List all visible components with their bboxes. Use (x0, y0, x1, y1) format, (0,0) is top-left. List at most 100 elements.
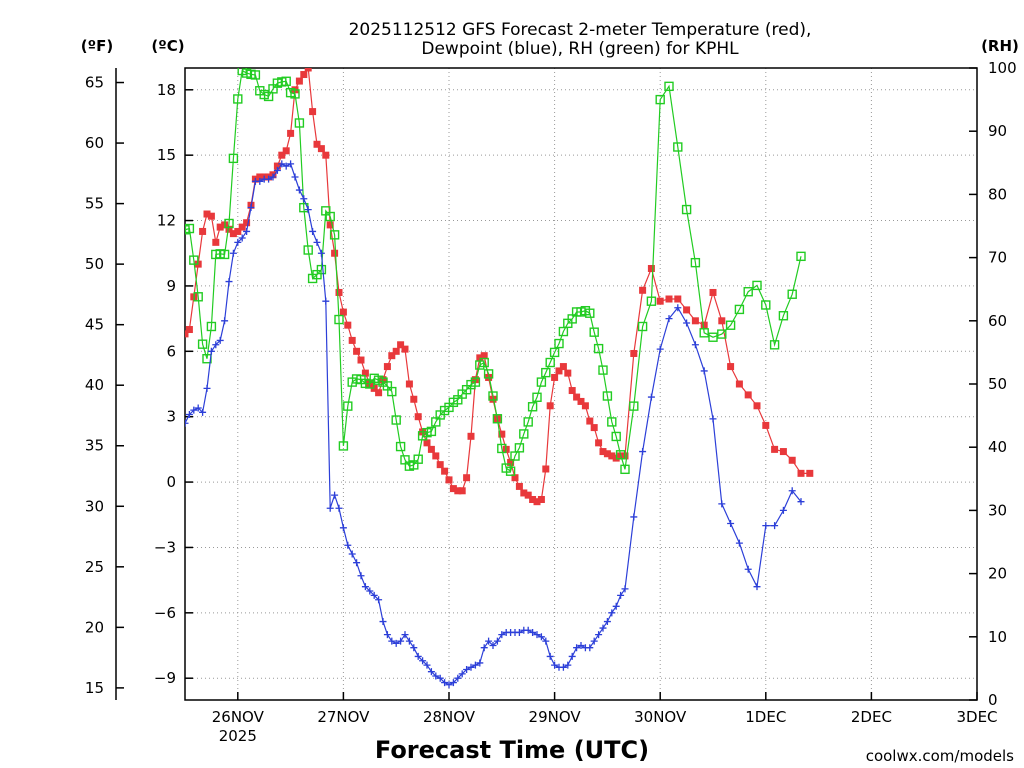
rh-point (185, 223, 195, 234)
dewpoint-point (551, 661, 559, 669)
dewpoint-point (735, 539, 743, 547)
temperature-point (458, 487, 466, 495)
rh-point (637, 321, 648, 332)
temperature-point (397, 341, 405, 349)
dewpoint-point (577, 642, 585, 650)
rh-point (796, 251, 806, 262)
dewpoint-point (278, 160, 286, 168)
dewpoint-point (471, 661, 479, 669)
rh-point (629, 401, 639, 411)
dewpoint-point (401, 631, 409, 639)
temperature-point (665, 295, 673, 303)
dewpoint-point (709, 415, 717, 423)
rh-point (303, 245, 313, 255)
temperature-point (762, 421, 770, 429)
temperature-point (639, 286, 647, 294)
x-axis-label: Forecast Time (UTC) (375, 736, 649, 764)
x-tick-label: 28NOV (423, 708, 476, 726)
temperature-point (564, 369, 572, 377)
temperature-point (216, 223, 224, 231)
temperature-point (410, 395, 418, 403)
dewpoint-point (559, 663, 567, 671)
temperature-point (700, 321, 708, 329)
dewpoint-point (331, 491, 339, 499)
temperature-point (185, 330, 189, 338)
dewpoint-point (489, 642, 497, 650)
dewpoint-point (375, 596, 383, 604)
dewpoint-point (348, 550, 356, 558)
temperature-point (595, 439, 603, 447)
temperature-point (568, 387, 576, 395)
temperature-point (357, 356, 365, 364)
dewpoint-point (590, 637, 598, 645)
rh-point (593, 343, 604, 354)
rh-tick-label: 100 (988, 59, 1017, 77)
rh-point (395, 441, 406, 452)
temperature-point (524, 491, 532, 499)
dewpoint-point (463, 665, 471, 673)
dewpoint-point (309, 227, 317, 235)
rh-point (519, 429, 529, 439)
temperature-point (212, 238, 220, 246)
temperature-point (546, 402, 554, 410)
temperature-point (203, 210, 211, 218)
series-layer (185, 68, 814, 689)
rh-point (338, 441, 349, 451)
temperature-point (744, 391, 752, 399)
temperature-point (590, 424, 598, 432)
temperature-point (199, 227, 207, 235)
temperature-point (273, 162, 281, 170)
fahrenheit-tick-label: 50 (85, 255, 104, 273)
rh-point (787, 289, 797, 299)
rh-point (470, 377, 481, 387)
rh-point (717, 329, 727, 339)
temperature-point (229, 230, 237, 238)
dewpoint-point (454, 674, 462, 682)
rh-tick-label: 70 (988, 249, 1007, 267)
dewpoint-point (287, 160, 295, 168)
rh-tick-label: 40 (988, 438, 1007, 456)
dewpoint-point (335, 504, 343, 512)
dewpoint-point (383, 631, 391, 639)
temperature-point (603, 450, 611, 458)
dewpoint-point (639, 448, 647, 456)
dewpoint-point (190, 406, 198, 414)
temperature-point (533, 498, 541, 506)
temperature-point (322, 151, 330, 159)
rh-point (690, 257, 701, 268)
dewpoint-point (229, 249, 237, 257)
temperature-point (551, 373, 559, 381)
celsius-tick-label: 0 (166, 473, 176, 491)
dewpoint-point (379, 618, 387, 626)
rh-point (778, 311, 789, 321)
dewpoint-point (203, 384, 211, 392)
x-tick-sublabel: 2025 (219, 727, 257, 745)
credit-text: coolwx.com/models (866, 747, 1014, 765)
temperature-point (427, 445, 435, 453)
temperature-point (326, 221, 334, 229)
temperature-point (586, 417, 594, 425)
rh-point (197, 339, 208, 349)
x-tick-label: 27NOV (317, 708, 370, 726)
dewpoint-point (449, 679, 457, 687)
temperature-point (361, 369, 369, 377)
rh-point (185, 225, 190, 235)
celsius-tick-label: 9 (166, 277, 176, 295)
dewpoint-point (291, 173, 299, 181)
temperature-point (555, 367, 563, 375)
dewpoint-point (529, 628, 537, 636)
dewpoint-point (366, 587, 374, 595)
rh-point (224, 218, 234, 229)
dewpoint-point (370, 591, 378, 599)
rh-point (743, 287, 753, 297)
dewpoint-point (665, 315, 673, 323)
temperature-point (691, 317, 699, 325)
rh-tick-label: 0 (988, 691, 998, 709)
temperature-point (256, 173, 264, 181)
celsius-tick-label: −6 (154, 604, 176, 622)
temperature-point (515, 482, 523, 490)
temperature-point (577, 397, 585, 405)
x-tick-label: 29NOV (529, 708, 582, 726)
celsius-tick-label: 12 (157, 212, 176, 230)
